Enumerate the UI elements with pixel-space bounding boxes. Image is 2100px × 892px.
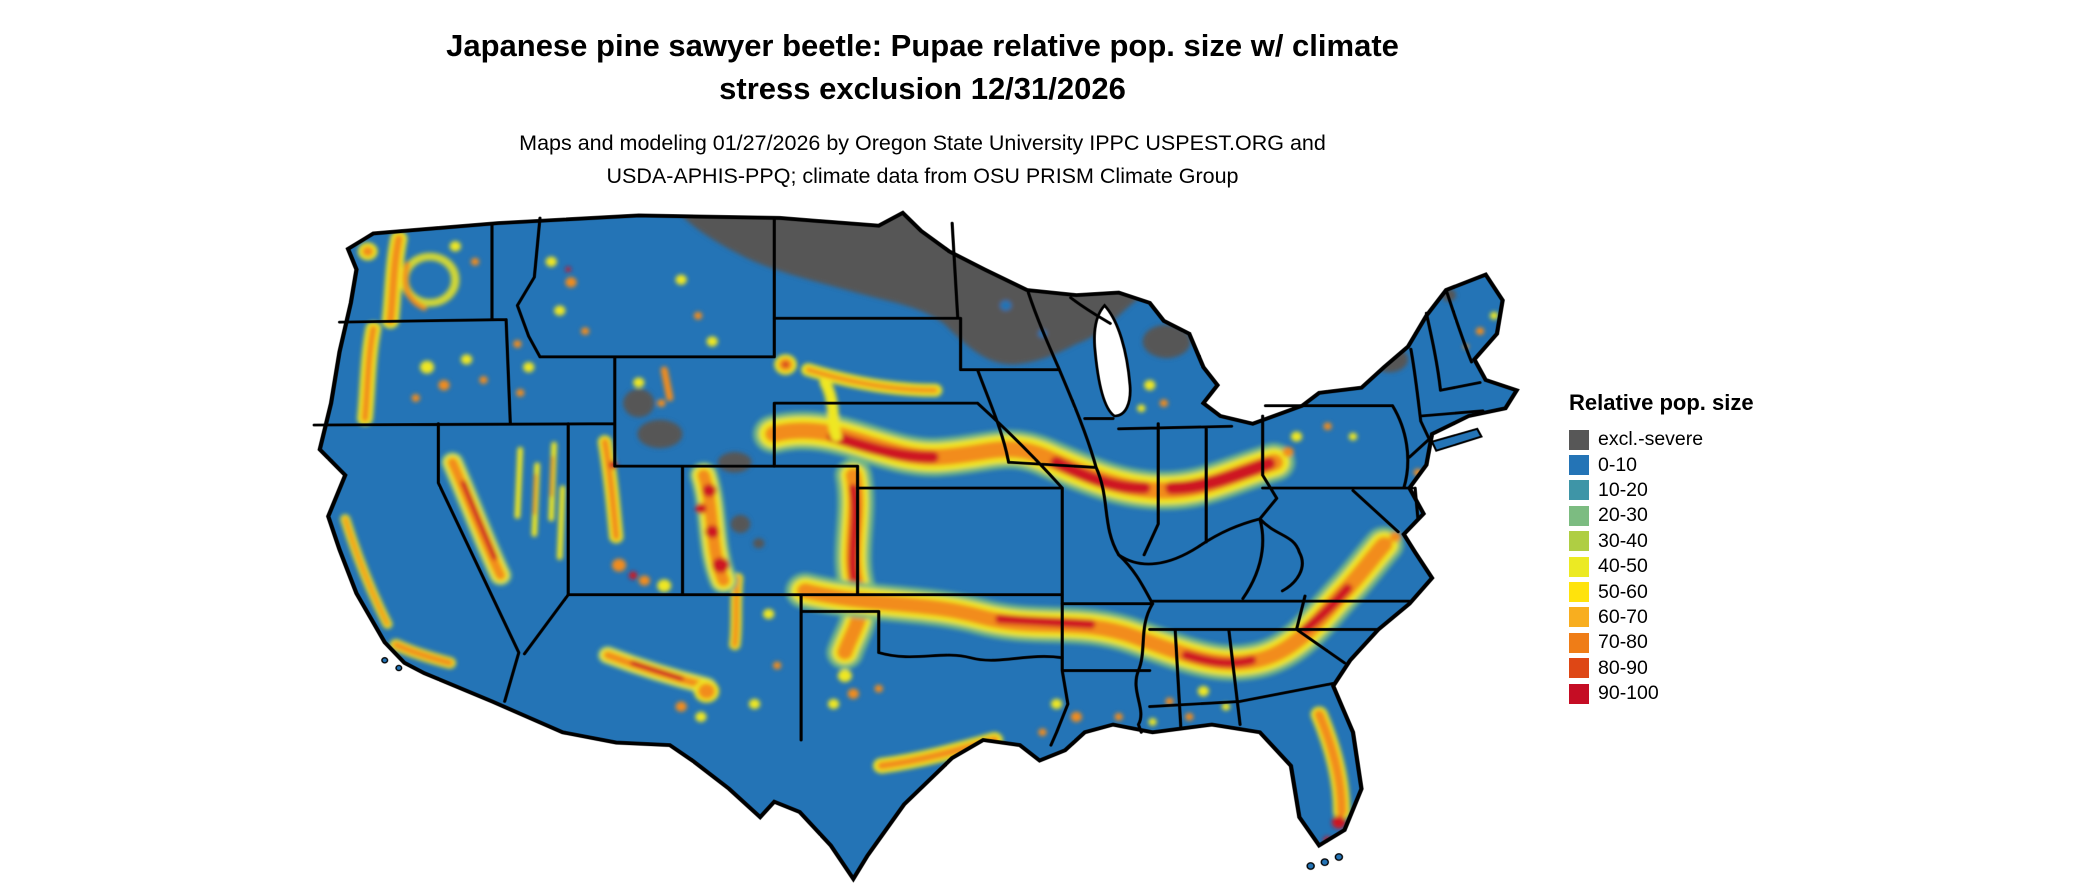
legend-swatch xyxy=(1569,582,1589,603)
long-island xyxy=(1430,427,1483,452)
legend-title: Relative pop. size xyxy=(1569,390,1754,415)
legend-label: 70-80 xyxy=(1598,631,1648,654)
hotspot-speckles xyxy=(357,241,1499,845)
islands-and-keys xyxy=(381,427,1483,870)
legend-label: 40-50 xyxy=(1598,555,1648,578)
southern-population-band xyxy=(785,526,1404,681)
central-population-band xyxy=(753,411,1296,510)
legend-item: 90-100 xyxy=(1569,681,1754,706)
legend-item: 10-20 xyxy=(1569,478,1754,503)
lake-michigan xyxy=(1092,303,1132,418)
page-subtitle: Maps and modeling 01/27/2026 by Oregon S… xyxy=(0,127,1845,194)
legend-item: 70-80 xyxy=(1569,630,1754,655)
legend-item: 20-30 xyxy=(1569,503,1754,528)
legend-swatch xyxy=(1569,455,1589,476)
legend-item: 60-70 xyxy=(1569,605,1754,630)
title-line-2: stress exclusion 12/31/2026 xyxy=(719,71,1126,107)
legend-item: 0-10 xyxy=(1569,452,1754,477)
legend-label: 10-20 xyxy=(1598,478,1648,501)
legend-label: 80-90 xyxy=(1598,656,1648,679)
legend-item: 50-60 xyxy=(1569,579,1754,604)
title-line-1: Japanese pine sawyer beetle: Pupae relat… xyxy=(446,28,1399,63)
state-borders xyxy=(312,216,1485,747)
legend-swatch xyxy=(1569,658,1589,679)
legend-swatch xyxy=(1569,607,1589,628)
legend-swatch xyxy=(1569,556,1589,577)
legend-item: 80-90 xyxy=(1569,656,1754,681)
subtitle-line-1: Maps and modeling 01/27/2026 by Oregon S… xyxy=(519,130,1326,155)
legend-label: 0-10 xyxy=(1598,453,1638,476)
legend-swatch xyxy=(1569,531,1589,552)
legend-swatch xyxy=(1569,505,1589,526)
legend-swatch xyxy=(1569,632,1589,653)
legend-label: 60-70 xyxy=(1598,605,1648,628)
map-titles: Japanese pine sawyer beetle: Pupae relat… xyxy=(0,24,1845,193)
legend-label: 50-60 xyxy=(1598,580,1648,603)
legend-label: 20-30 xyxy=(1598,504,1648,527)
page-title: Japanese pine sawyer beetle: Pupae relat… xyxy=(0,24,1845,111)
legend-item: 30-40 xyxy=(1569,529,1754,554)
us-population-map xyxy=(300,200,1528,884)
legend-swatch xyxy=(1569,683,1589,704)
subtitle-line-2: USDA-APHIS-PPQ; climate data from OSU PR… xyxy=(606,164,1239,189)
map-legend: Relative pop. size excl.-severe 0-10 10-… xyxy=(1569,390,1754,706)
us-map-svg xyxy=(312,200,1528,884)
legend-swatch xyxy=(1569,480,1589,501)
legend-item: excl.-severe xyxy=(1569,427,1754,452)
legend-swatch xyxy=(1569,429,1589,450)
legend-label: excl.-severe xyxy=(1598,428,1704,451)
legend-item: 40-50 xyxy=(1569,554,1754,579)
legend-label: 30-40 xyxy=(1598,529,1648,552)
legend-label: 90-100 xyxy=(1598,682,1659,705)
population-overlays xyxy=(340,212,1499,845)
